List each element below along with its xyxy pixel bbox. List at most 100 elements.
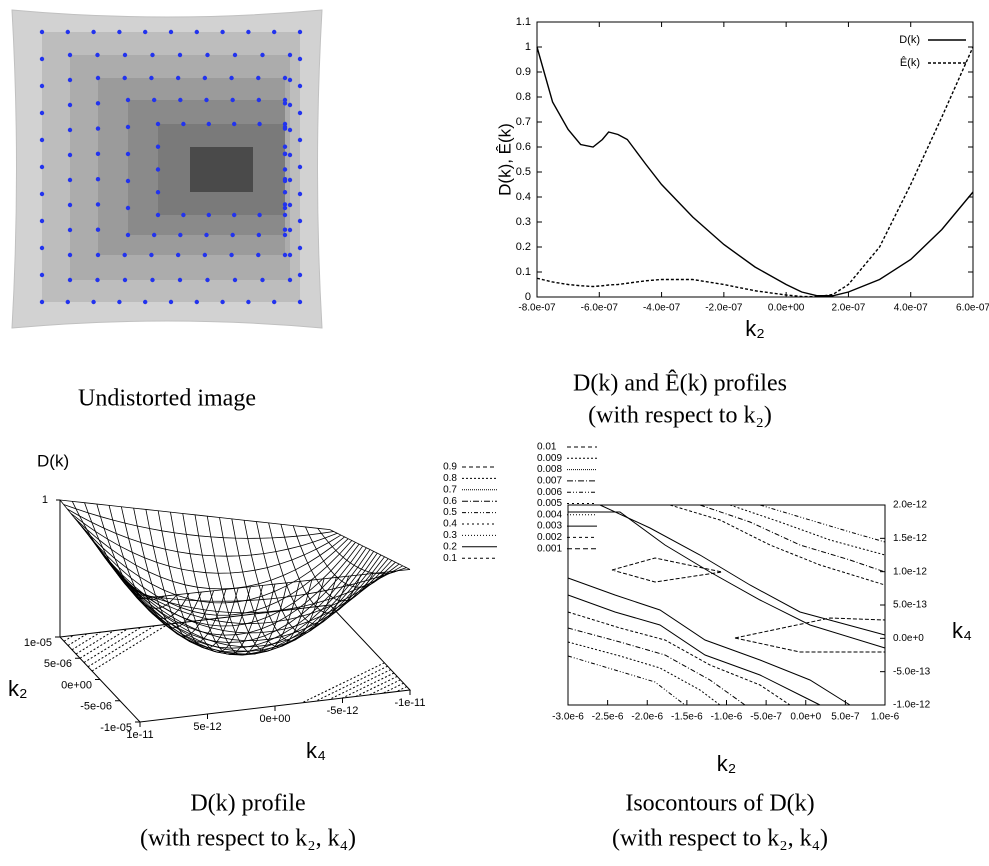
contour-line [612, 558, 722, 582]
legend-label: 0.7 [443, 484, 457, 495]
y-tick-label: 0 [525, 291, 531, 303]
image-dot [220, 300, 224, 304]
image-dot [96, 126, 100, 130]
x-tick-label: 5e-06 [44, 658, 72, 670]
x-axis-label: k₂ [717, 751, 737, 776]
base-contour [329, 670, 391, 700]
base-contour [302, 663, 384, 703]
y-tick-label: 1.0e-12 [893, 566, 927, 577]
image-dot [298, 219, 302, 223]
x-axis-label: k₂ [8, 676, 28, 701]
image-dot [178, 53, 182, 57]
base-contour [88, 626, 155, 667]
image-dot [283, 253, 287, 257]
image-dot [68, 153, 72, 157]
image-dot [283, 206, 287, 210]
contour-line [735, 638, 885, 652]
image-dot [257, 213, 261, 217]
image-dot [169, 30, 173, 34]
image-dot [178, 278, 182, 282]
image-dot [288, 103, 292, 107]
y-tick-label: 0.6 [516, 141, 531, 153]
image-dot [195, 300, 199, 304]
x-axis-label: k₂ [745, 316, 765, 341]
image-dot [68, 253, 72, 257]
image-dot [68, 78, 72, 82]
image-dot [203, 253, 207, 257]
x-tick-label: -2.5e-6 [592, 712, 624, 723]
x-tick-label: -3.0e-6 [552, 712, 584, 723]
y-tick-label: 0.9 [516, 66, 531, 78]
x-tick-label: -2.0e-6 [631, 712, 663, 723]
legend-label: 0.9 [443, 462, 457, 473]
image-dot [288, 253, 292, 257]
x-tick-label: -6.0e-07 [581, 303, 619, 314]
image-dot [246, 30, 250, 34]
surface-mesh [64, 504, 334, 538]
image-dot [126, 179, 130, 183]
contour-line [730, 505, 885, 555]
image-dot [181, 213, 185, 217]
image-dot [256, 76, 260, 80]
x-tick-label: 2.0e-07 [831, 303, 865, 314]
caption: (with respect to k₂) [588, 403, 772, 429]
image-dot [123, 278, 127, 282]
y-tick-label: 0e+00 [260, 713, 291, 725]
image-dot [123, 76, 127, 80]
image-dot [68, 278, 72, 282]
y-tick-label: 1 [525, 41, 531, 53]
contour-line [600, 505, 885, 635]
figure: Undistorted imageD(k) and Ê(k) profiles(… [0, 0, 989, 866]
x-tick-label: 1.0e-6 [871, 712, 900, 723]
base-contour [316, 666, 388, 701]
base-contour [92, 624, 168, 671]
base-contour [343, 673, 395, 698]
image-dot [230, 233, 234, 237]
legend-label: 0.001 [537, 543, 562, 554]
y-tick-label: 0.2 [516, 241, 531, 253]
image-dot [283, 213, 287, 217]
y-tick-label: 5e-12 [193, 721, 221, 733]
image-dot [232, 213, 236, 217]
image-dot [96, 152, 100, 156]
image-dot [205, 278, 209, 282]
y-tick-label: 0.3 [516, 216, 531, 228]
image-dot [288, 278, 292, 282]
image-dot [298, 111, 302, 115]
image-dot [283, 233, 287, 237]
y-axis-label: k₄ [306, 738, 326, 763]
caption: D(k) and Ê(k) profiles [573, 371, 787, 397]
image-dot [96, 253, 100, 257]
image-dot [298, 300, 302, 304]
legend-label: 0.003 [537, 521, 562, 532]
image-dot [298, 30, 302, 34]
contour-line [568, 578, 850, 705]
plot-frame [568, 505, 885, 705]
image-dot [40, 165, 44, 169]
image-dot [288, 128, 292, 132]
image-dot [204, 233, 208, 237]
y-tick-label: 1.1 [516, 16, 531, 28]
x-tick-label: 4.0e-07 [894, 303, 928, 314]
legend-label: 0.6 [443, 496, 457, 507]
contour-line [700, 505, 885, 572]
x-tick-label: 6.0e-07 [956, 303, 989, 314]
image-dot [40, 300, 44, 304]
y-tick-label: 1.5e-12 [893, 533, 927, 544]
y-tick-label: 0.4 [516, 191, 531, 203]
image-dot [229, 253, 233, 257]
legend-label: 0.009 [537, 453, 562, 464]
y-tick-label: 2.0e-12 [893, 500, 927, 511]
image-dot [257, 122, 261, 126]
image-dot [178, 233, 182, 237]
image-dot [283, 228, 287, 232]
image-dot [283, 76, 287, 80]
image-dot [117, 300, 121, 304]
legend-label: 0.006 [537, 487, 562, 498]
contour-line [735, 618, 885, 638]
legend-label: 0.1 [443, 553, 457, 564]
image-dot [156, 213, 160, 217]
legend-label: 0.5 [443, 507, 457, 518]
image-dot [143, 30, 147, 34]
contour-line [568, 656, 685, 705]
